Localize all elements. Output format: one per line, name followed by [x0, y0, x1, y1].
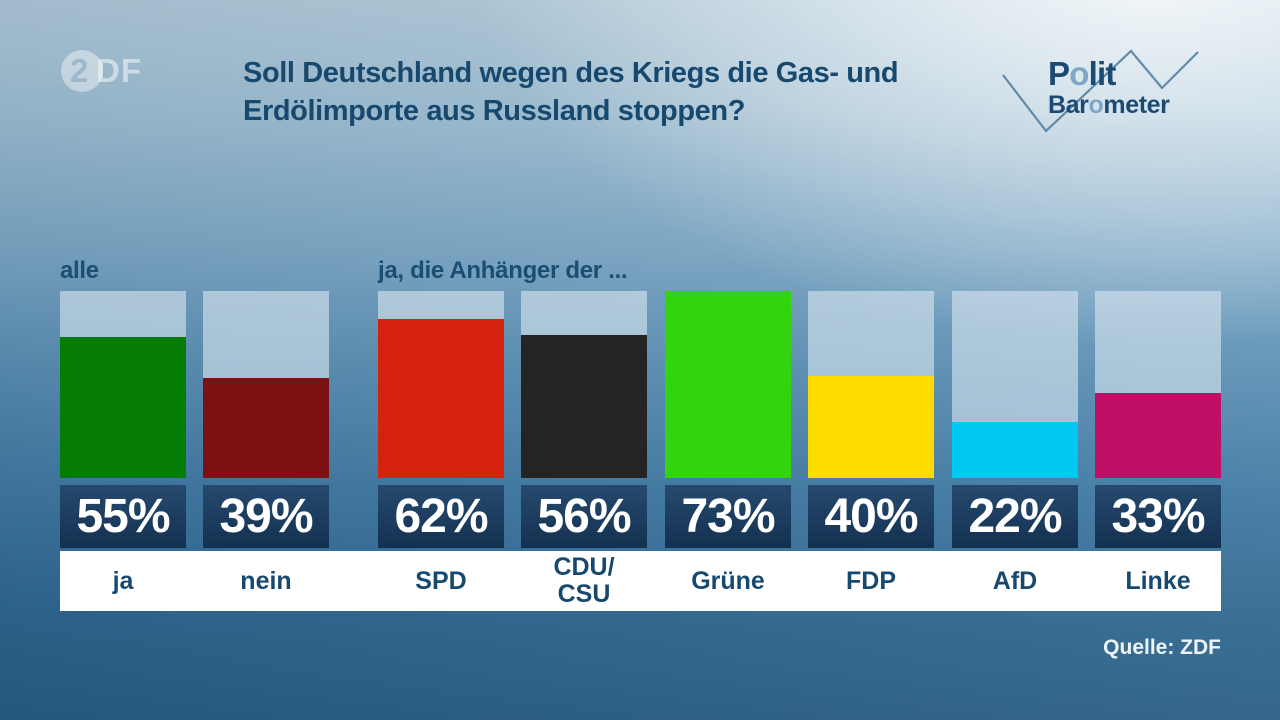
politbarometer-logo-bottom: Barometer: [1048, 91, 1170, 119]
bar-track: [60, 291, 186, 478]
bar-fill: [665, 291, 791, 478]
title-line-1: Soll Deutschland wegen des Kriegs die Ga…: [243, 57, 899, 89]
category-label: Grüne: [691, 566, 765, 595]
zdf-logo-digit: 2: [70, 52, 89, 89]
polit-post: lit: [1088, 55, 1117, 92]
bar-track: [952, 291, 1078, 478]
group-label-anhaenger: ja, die Anhänger der ...: [378, 257, 628, 284]
polit-o: o: [1069, 55, 1089, 92]
value-box: 55%: [60, 485, 186, 548]
bar-fill: [1095, 393, 1221, 478]
bar-fill: [60, 337, 186, 478]
bar-track: [808, 291, 934, 478]
bar-fill: [952, 422, 1078, 478]
page-title: Soll Deutschland wegen des Kriegs die Ga…: [243, 54, 899, 130]
category-label: nein: [240, 566, 292, 595]
bar-fill: [521, 335, 647, 478]
category-label: CDU/ CSU: [553, 553, 615, 608]
bar-track: [203, 291, 329, 478]
politbarometer-logo-top: Polit: [1048, 57, 1116, 91]
category-label: AfD: [992, 566, 1038, 595]
value-box: 40%: [808, 485, 934, 548]
bar-fill: [808, 376, 934, 478]
bar-track: [665, 291, 791, 478]
bar-fill: [378, 319, 504, 478]
value-box: 62%: [378, 485, 504, 548]
bar-track: [378, 291, 504, 478]
bar-track: [521, 291, 647, 478]
bar-track: [1095, 291, 1221, 478]
value-box: 22%: [952, 485, 1078, 548]
category-label: Linke: [1125, 566, 1191, 595]
value-box: 39%: [203, 485, 329, 548]
category-label: FDP: [846, 566, 896, 595]
zdf-logo-circle: [61, 50, 103, 92]
baro-post: meter: [1103, 91, 1170, 119]
title-line-2: Erdölimporte aus Russland stoppen?: [243, 95, 746, 127]
value-box: 56%: [521, 485, 647, 548]
category-label: SPD: [415, 566, 467, 595]
value-box: 73%: [665, 485, 791, 548]
value-box: 33%: [1095, 485, 1221, 548]
category-strip: [60, 551, 1221, 611]
bar-fill: [203, 378, 329, 478]
category-label: ja: [112, 566, 134, 595]
zdf-logo-letters: DF: [96, 52, 142, 89]
baro-o: o: [1088, 91, 1104, 119]
source-credit: Quelle: ZDF: [1103, 636, 1221, 659]
group-label-alle: alle: [60, 257, 99, 284]
baro-pre: Bar: [1048, 91, 1089, 119]
polit-pre: P: [1048, 55, 1070, 92]
